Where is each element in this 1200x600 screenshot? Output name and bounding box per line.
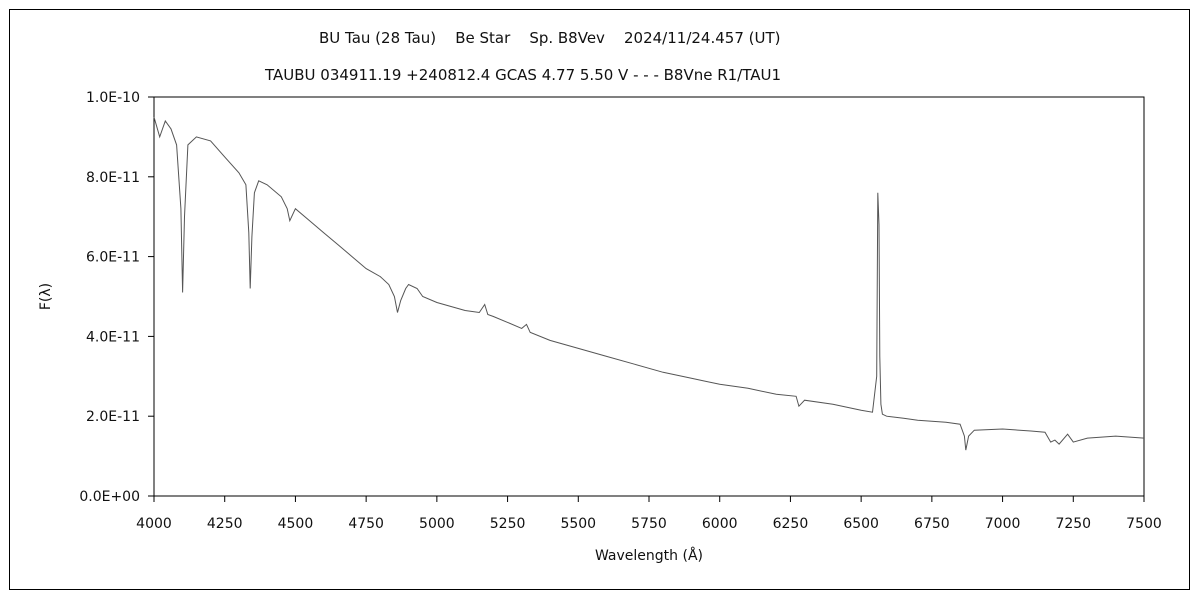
x-tick-label: 7250 [1055, 516, 1091, 532]
spectrum-line [153, 116, 1145, 451]
y-axis-label: F(λ) [38, 283, 54, 310]
plot-area [153, 96, 1145, 497]
x-tick-label: 6500 [843, 516, 879, 532]
x-tick-label: 4500 [278, 516, 314, 532]
x-tick-label: 6000 [702, 516, 738, 532]
y-tick-label: 1.0E-10 [86, 90, 140, 106]
x-tick-label: 7000 [985, 516, 1021, 532]
x-tick-label: 5750 [631, 516, 667, 532]
chart-subtitle: TAUBU 034911.19 +240812.4 GCAS 4.77 5.50… [265, 66, 782, 84]
x-tick-label: 5000 [419, 516, 455, 532]
x-tick-label: 7500 [1126, 516, 1162, 532]
y-tick-label: 8.0E-11 [86, 170, 140, 186]
x-tick-label: 4750 [348, 516, 384, 532]
x-axis: 4000 4250 4500 4750 5000 5250 5500 5750 6000 6250… [136, 496, 1162, 532]
x-tick-label: 5250 [490, 516, 526, 532]
x-tick-label: 6250 [773, 516, 809, 532]
x-axis-label: Wavelength (Å) [595, 547, 703, 564]
y-tick-label: 4.0E-11 [86, 329, 140, 345]
chart-frame [9, 9, 1190, 590]
chart-title: BU Tau (28 Tau) Be Star Sp. B8Vev 2024/1… [319, 29, 781, 47]
y-tick-label: 6.0E-11 [86, 250, 140, 266]
x-tick-label: 4250 [207, 516, 243, 532]
x-tick-label: 6750 [914, 516, 950, 532]
y-axis: 0.0E+00 2.0E-11 4.0E-11 6.0E-11 8.0E-11 1.0E-… [79, 90, 154, 505]
y-tick-label: 2.0E-11 [86, 409, 140, 425]
x-tick-label: 4000 [136, 516, 172, 532]
x-tick-label: 5500 [560, 516, 596, 532]
y-tick-label: 0.0E+00 [79, 489, 140, 505]
